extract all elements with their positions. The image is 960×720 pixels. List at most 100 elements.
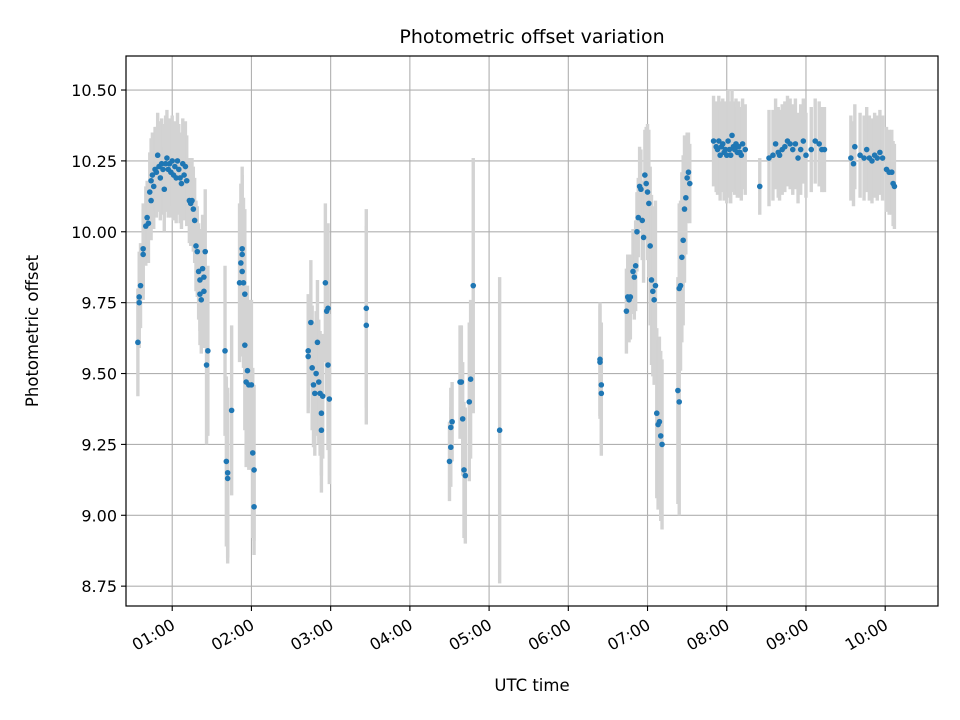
data-point bbox=[812, 138, 819, 144]
y-tick-label: 10.50 bbox=[71, 81, 117, 100]
data-point bbox=[635, 214, 642, 221]
data-point bbox=[449, 418, 455, 425]
data-point bbox=[598, 390, 605, 397]
data-point bbox=[726, 146, 733, 153]
data-point bbox=[150, 183, 157, 190]
x-tick-label: 09:00 bbox=[763, 615, 812, 655]
data-point bbox=[756, 183, 763, 190]
data-point bbox=[644, 189, 651, 195]
data-point bbox=[735, 143, 742, 150]
data-point bbox=[198, 297, 205, 303]
data-point bbox=[496, 427, 503, 434]
x-axis-label: UTC time bbox=[494, 676, 569, 695]
data-point bbox=[848, 155, 854, 161]
data-point bbox=[205, 348, 211, 354]
data-point bbox=[173, 175, 179, 181]
data-point bbox=[144, 214, 150, 221]
data-point bbox=[242, 291, 248, 297]
data-point bbox=[148, 177, 154, 184]
x-axis-ticks: 01:00 02:00 03:00 04:00 05:00 06:00 07:00 08:00… bbox=[129, 606, 891, 655]
data-point bbox=[178, 180, 185, 187]
y-tick-label: 9.25 bbox=[81, 435, 117, 454]
x-tick-label: 06:00 bbox=[525, 615, 574, 655]
data-point bbox=[675, 387, 681, 394]
data-point bbox=[242, 342, 248, 348]
data-point bbox=[852, 143, 858, 150]
data-point bbox=[197, 277, 203, 283]
data-point bbox=[224, 469, 231, 476]
data-point bbox=[789, 146, 796, 153]
data-point bbox=[448, 424, 454, 431]
data-point bbox=[136, 294, 143, 300]
y-axis-label: Photometric offset bbox=[23, 254, 42, 407]
x-tick-label: 01:00 bbox=[129, 615, 178, 655]
data-point bbox=[792, 141, 799, 147]
data-point bbox=[309, 365, 315, 371]
data-point bbox=[189, 197, 195, 204]
data-point bbox=[194, 248, 201, 255]
data-point bbox=[249, 450, 256, 456]
data-point bbox=[632, 262, 639, 269]
data-point bbox=[651, 297, 657, 303]
data-point bbox=[795, 155, 801, 161]
chart-title: Photometric offset variation bbox=[399, 26, 664, 48]
data-point bbox=[363, 322, 370, 329]
data-point bbox=[158, 160, 165, 167]
y-tick-label: 9.50 bbox=[81, 365, 117, 384]
data-point bbox=[861, 155, 867, 161]
data-point bbox=[653, 410, 660, 417]
data-point bbox=[800, 138, 807, 144]
data-point bbox=[199, 265, 206, 272]
data-point bbox=[650, 288, 656, 295]
data-point bbox=[193, 243, 199, 249]
x-tick-label: 03:00 bbox=[287, 615, 336, 655]
data-point bbox=[850, 160, 857, 167]
data-point bbox=[627, 294, 634, 300]
x-tick-label: 02:00 bbox=[208, 615, 257, 655]
data-point bbox=[623, 308, 630, 314]
data-point bbox=[659, 441, 665, 448]
data-point bbox=[686, 180, 693, 187]
data-point bbox=[770, 152, 776, 159]
data-point bbox=[448, 444, 454, 451]
data-point bbox=[742, 146, 749, 153]
y-tick-label: 8.75 bbox=[81, 577, 117, 596]
data-point bbox=[772, 141, 779, 147]
data-point bbox=[228, 407, 235, 414]
data-point bbox=[631, 274, 638, 280]
data-point bbox=[244, 367, 251, 374]
x-tick-label: 04:00 bbox=[366, 615, 415, 655]
data-point bbox=[461, 467, 467, 473]
data-point bbox=[714, 146, 721, 153]
data-points bbox=[135, 132, 898, 510]
data-point bbox=[190, 206, 197, 212]
data-point bbox=[319, 393, 326, 400]
data-point bbox=[462, 472, 469, 479]
data-point bbox=[638, 186, 644, 193]
data-point bbox=[145, 220, 152, 227]
data-point bbox=[470, 282, 477, 289]
data-point bbox=[239, 245, 245, 252]
data-point bbox=[224, 475, 231, 482]
data-point bbox=[322, 280, 329, 286]
data-point bbox=[727, 152, 734, 159]
data-point bbox=[643, 180, 650, 187]
data-point bbox=[182, 163, 189, 170]
data-point bbox=[160, 166, 166, 173]
data-point bbox=[888, 169, 895, 176]
data-point bbox=[681, 206, 688, 212]
data-point bbox=[657, 433, 664, 439]
data-point bbox=[782, 143, 788, 150]
data-point bbox=[326, 396, 333, 402]
data-point bbox=[466, 399, 473, 405]
data-point bbox=[312, 390, 318, 397]
data-point bbox=[597, 359, 603, 365]
data-point bbox=[787, 141, 793, 147]
data-point bbox=[719, 141, 726, 147]
data-point bbox=[676, 399, 683, 405]
data-point bbox=[236, 280, 243, 286]
data-point bbox=[203, 362, 210, 368]
data-point bbox=[656, 418, 663, 425]
data-point bbox=[816, 141, 822, 147]
x-tick-label: 05:00 bbox=[446, 615, 495, 655]
